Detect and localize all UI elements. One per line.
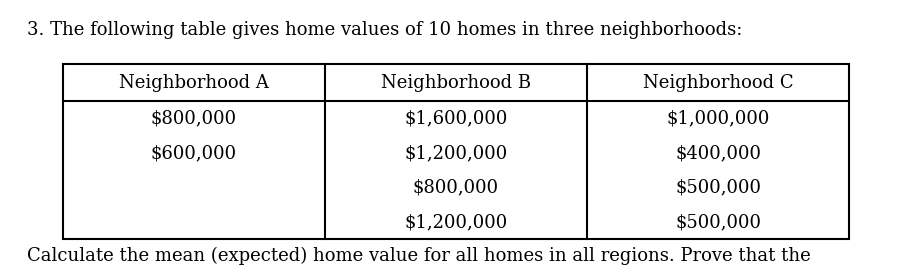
Text: Neighborhood A: Neighborhood A bbox=[118, 74, 269, 92]
Text: Calculate the mean (expected) home value for all homes in all regions. Prove tha: Calculate the mean (expected) home value… bbox=[27, 247, 815, 265]
Text: $500,000: $500,000 bbox=[674, 178, 761, 197]
Text: $500,000: $500,000 bbox=[674, 213, 761, 231]
Text: Neighborhood C: Neighborhood C bbox=[642, 74, 793, 92]
Text: $400,000: $400,000 bbox=[674, 144, 761, 162]
Text: $800,000: $800,000 bbox=[150, 110, 237, 128]
Text: Calculate the mean (expected) home value for all homes in all regions. Prove tha: Calculate the mean (expected) home value… bbox=[27, 247, 815, 265]
Text: $800,000: $800,000 bbox=[413, 178, 498, 197]
Text: $1,200,000: $1,200,000 bbox=[404, 213, 507, 231]
Text: Neighborhood B: Neighborhood B bbox=[381, 74, 530, 92]
Text: $600,000: $600,000 bbox=[150, 144, 237, 162]
Text: $1,600,000: $1,600,000 bbox=[404, 110, 507, 128]
Text: $1,000,000: $1,000,000 bbox=[666, 110, 769, 128]
Text: $1,200,000: $1,200,000 bbox=[404, 144, 507, 162]
Text: 3. The following table gives home values of 10 homes in three neighborhoods:: 3. The following table gives home values… bbox=[27, 21, 742, 39]
